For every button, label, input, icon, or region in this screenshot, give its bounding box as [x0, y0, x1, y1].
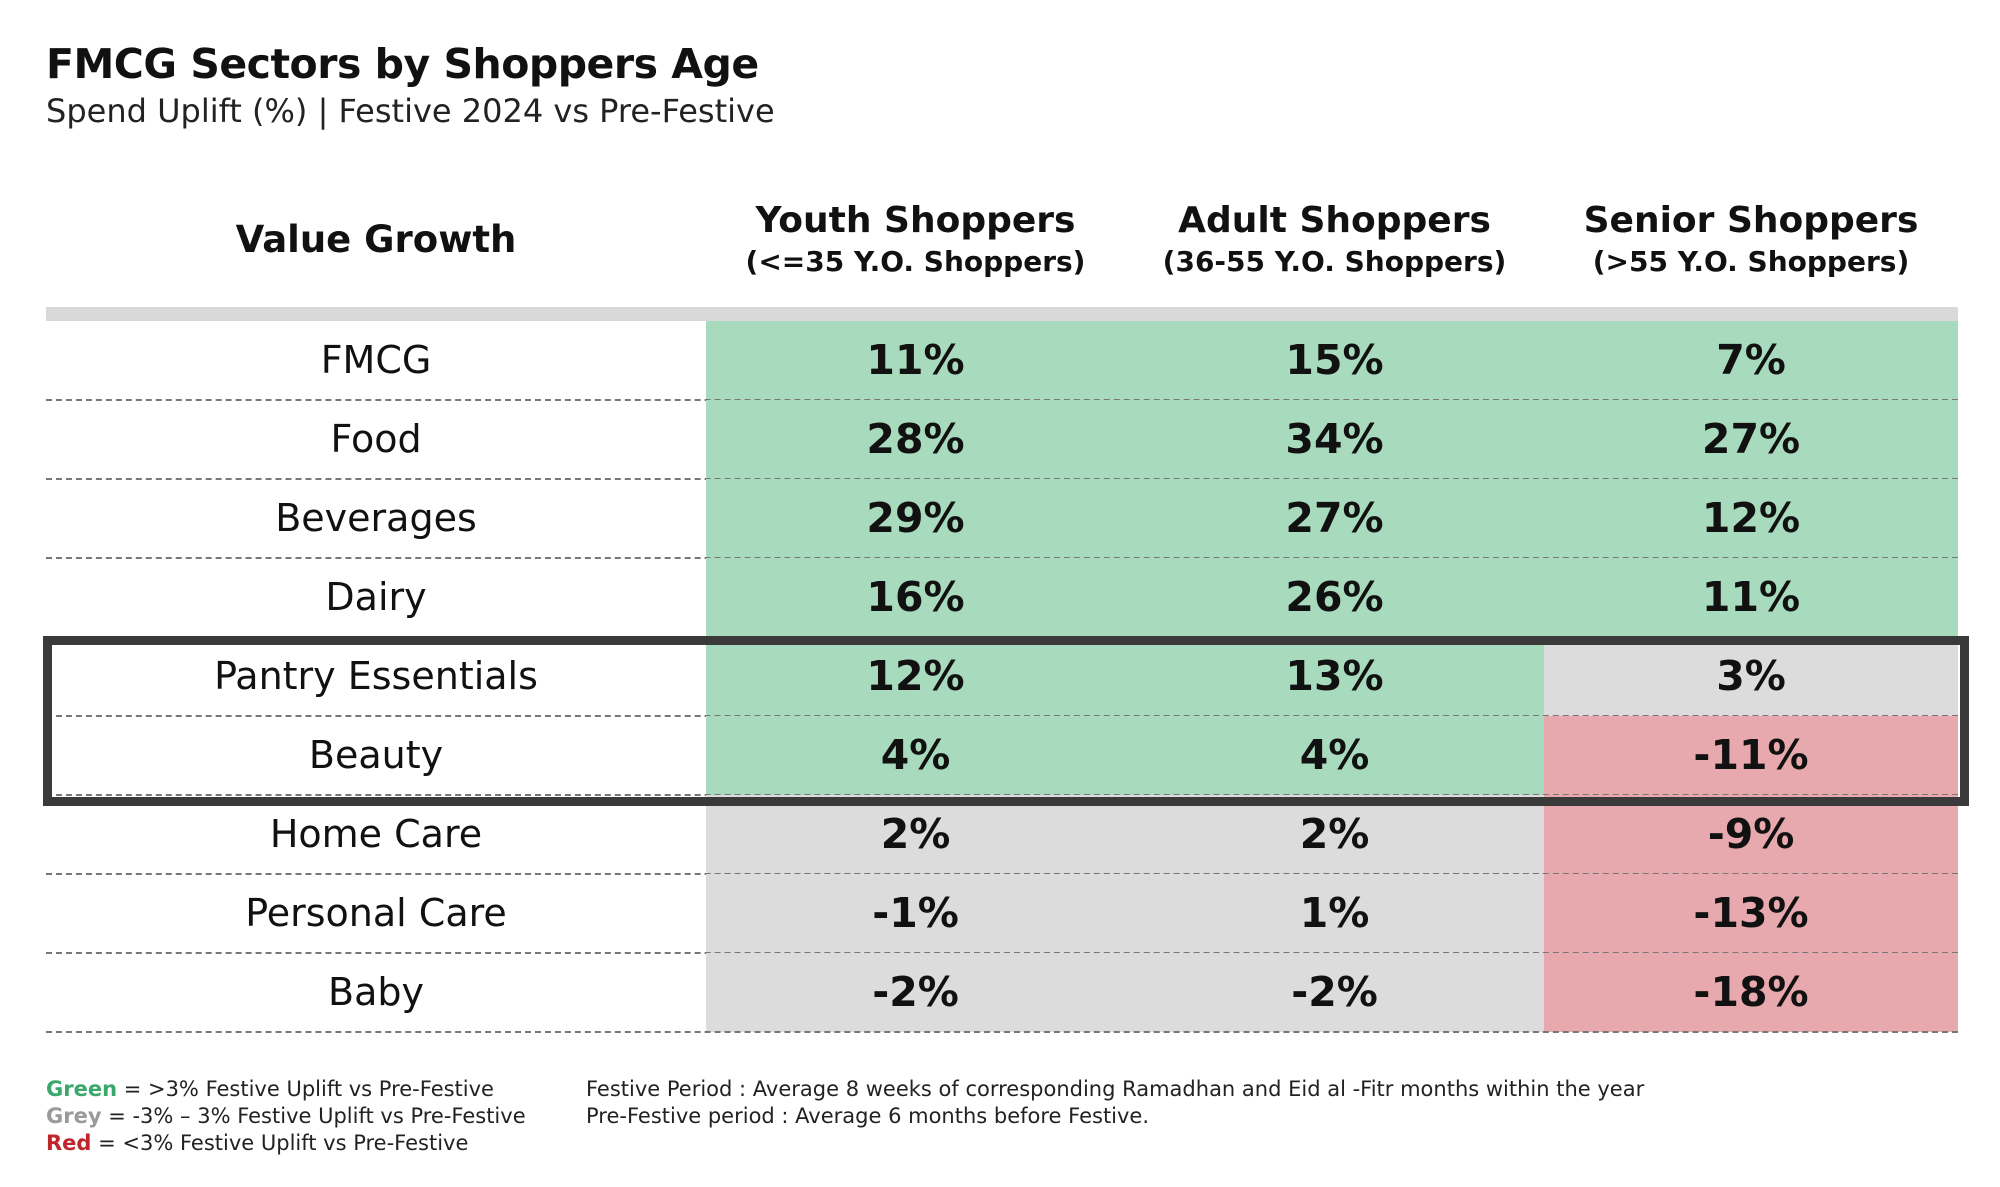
cell-adult: 2% [1125, 795, 1544, 874]
legend-grey-word: Grey [46, 1104, 102, 1128]
column-header-youth-sub: (<=35 Y.O. Shoppers) [745, 245, 1086, 278]
cell-youth: 2% [706, 795, 1125, 874]
row-label: Beauty [308, 733, 444, 777]
table-row: Dairy 16% 26% 11% [46, 558, 1958, 637]
column-header-senior: Senior Shoppers (>55 Y.O. Shoppers) [1544, 200, 1958, 278]
cell-senior: 27% [1544, 400, 1958, 479]
table-row: Home Care 2% 2% -9% [46, 795, 1958, 874]
row-label: Pantry Essentials [214, 654, 538, 698]
column-header-adult-name: Adult Shoppers [1178, 200, 1491, 241]
cell-adult: -2% [1125, 953, 1544, 1032]
cell-adult: 1% [1125, 874, 1544, 953]
highlight-box [43, 636, 1969, 806]
cell-senior: -13% [1544, 874, 1958, 953]
cell-adult: 15% [1125, 321, 1544, 400]
chart-title: FMCG Sectors by Shoppers Age [46, 40, 759, 88]
cell-youth: 16% [706, 558, 1125, 637]
footnotes: Festive Period : Average 8 weeks of corr… [586, 1076, 1644, 1130]
cell-senior: 7% [1544, 321, 1958, 400]
row-label: Personal Care [245, 891, 507, 935]
table-row: Pantry Essentials 12% 13% 3% [46, 637, 1958, 716]
legend-green-text: = >3% Festive Uplift vs Pre-Festive [117, 1077, 494, 1101]
color-legend: Green = >3% Festive Uplift vs Pre-Festiv… [46, 1076, 526, 1157]
cell-youth: 29% [706, 479, 1125, 558]
cell-senior: -11% [1544, 716, 1958, 795]
cell-youth: 28% [706, 400, 1125, 479]
row-label: FMCG [320, 338, 432, 382]
legend-red-word: Red [46, 1131, 92, 1155]
header-bar [46, 307, 1958, 321]
legend-green: Green = >3% Festive Uplift vs Pre-Festiv… [46, 1076, 526, 1103]
column-header-adult: Adult Shoppers (36-55 Y.O. Shoppers) [1125, 200, 1544, 278]
legend-red: Red = <3% Festive Uplift vs Pre-Festive [46, 1130, 526, 1157]
legend-green-word: Green [46, 1077, 118, 1101]
column-header-senior-name: Senior Shoppers [1583, 200, 1919, 241]
cell-youth: 12% [706, 637, 1125, 716]
row-divider [46, 1031, 1958, 1033]
cell-adult: 27% [1125, 479, 1544, 558]
cell-youth: -1% [706, 874, 1125, 953]
cell-youth: -2% [706, 953, 1125, 1032]
cell-adult: 34% [1125, 400, 1544, 479]
cell-senior: 12% [1544, 479, 1958, 558]
row-label: Food [330, 417, 422, 461]
row-label: Baby [328, 970, 424, 1014]
row-label: Beverages [275, 496, 477, 540]
legend-red-text: = <3% Festive Uplift vs Pre-Festive [91, 1131, 469, 1155]
cell-adult: 13% [1125, 637, 1544, 716]
table-row: Beverages 29% 27% 12% [46, 479, 1958, 558]
chart-subtitle: Spend Uplift (%) | Festive 2024 vs Pre-F… [46, 92, 775, 130]
row-header: Value Growth [235, 218, 517, 261]
table-row: Personal Care -1% 1% -13% [46, 874, 1958, 953]
table-row: Baby -2% -2% -18% [46, 953, 1958, 1032]
row-label: Home Care [269, 812, 483, 856]
column-header-senior-sub: (>55 Y.O. Shoppers) [1592, 245, 1910, 278]
column-header-youth-name: Youth Shoppers [755, 200, 1076, 241]
column-header-adult-sub: (36-55 Y.O. Shoppers) [1162, 245, 1507, 278]
table-row: FMCG 11% 15% 7% [46, 321, 1958, 400]
table-row: Food 28% 34% 27% [46, 400, 1958, 479]
column-header-youth: Youth Shoppers (<=35 Y.O. Shoppers) [706, 200, 1125, 278]
cell-senior: 3% [1544, 637, 1958, 716]
cell-youth: 4% [706, 716, 1125, 795]
row-label: Dairy [325, 575, 427, 619]
cell-senior: 11% [1544, 558, 1958, 637]
cell-senior: -9% [1544, 795, 1958, 874]
legend-grey: Grey = -3% – 3% Festive Uplift vs Pre-Fe… [46, 1103, 526, 1130]
cell-youth: 11% [706, 321, 1125, 400]
cell-adult: 4% [1125, 716, 1544, 795]
footnote-pre-festive-period: Pre-Festive period : Average 6 months be… [586, 1104, 1150, 1128]
legend-grey-text: = -3% – 3% Festive Uplift vs Pre-Festive [101, 1104, 526, 1128]
cell-senior: -18% [1544, 953, 1958, 1032]
cell-adult: 26% [1125, 558, 1544, 637]
footnote-festive-period: Festive Period : Average 8 weeks of corr… [586, 1077, 1645, 1101]
table-row: Beauty 4% 4% -11% [46, 716, 1958, 795]
